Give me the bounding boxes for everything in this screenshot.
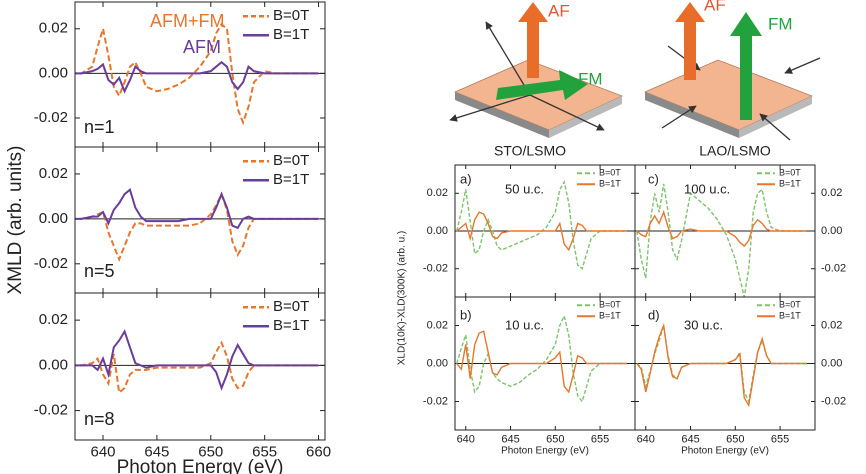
y-tick-label: 0.02 (821, 187, 842, 199)
annotation: 10 u.c. (505, 317, 544, 332)
y-axis-label: XLD(10K)-XLD(300K) (arb. u.) (397, 231, 408, 366)
fm-label: FM (768, 14, 793, 33)
y-tick-label: 0.00 (427, 357, 448, 369)
y-tick-label: 0.00 (427, 225, 448, 237)
y-tick-label: 0.00 (821, 357, 842, 369)
series-line (636, 183, 807, 297)
legend-label: B=0T (273, 298, 309, 315)
panel: -0.02 0.00 0.02 640 645 650 655 B=0TB=1T d) 30 u.… (634, 296, 846, 457)
legend-label: B=0T (779, 168, 801, 178)
legend-label: B=0T (599, 300, 621, 310)
legend-label: B=0T (599, 168, 621, 178)
y-tick-label: 0.00 (39, 64, 68, 81)
legend-label: B=1T (599, 311, 621, 321)
y-tick-label: 0.02 (427, 187, 448, 199)
series-line (456, 313, 627, 404)
panel: -0.02 0.00 0.02 B=0T B=1T AFM+FM AFM n=1 (34, 1, 326, 148)
x-tick-label: 655 (591, 433, 609, 445)
panel: -0.02 0.00 0.02 B=0T B=1T n=5 XMLD (arb. units… (5, 146, 326, 295)
y-tick-label: 0.02 (427, 319, 448, 331)
diagram-caption: STO/LSMO (494, 143, 566, 159)
series-line (456, 330, 627, 394)
panel: -0.02 0.00 0.02 B=0TB=1T c) 100 u.c. (634, 164, 846, 298)
x-tick-label: 640 (91, 444, 116, 461)
panel: -0.02 0.00 0.02 B=0TB=1T a) 50 u.c. (423, 164, 636, 298)
annotation: c) (648, 171, 659, 186)
y-tick-label: -0.02 (423, 395, 448, 407)
annotation: n=1 (84, 117, 115, 137)
legend-label: B=0T (779, 300, 801, 310)
panel-frame (634, 296, 816, 431)
series-line (75, 60, 319, 94)
series-line (636, 209, 807, 248)
panel-frame (74, 292, 326, 441)
x-axis-label: Photon Energy (eV) (681, 446, 769, 457)
annotation: AFM+FM (150, 11, 225, 31)
x-tick-label: 640 (457, 433, 475, 445)
legend-label: B=0T (273, 152, 309, 169)
y-tick-label: -0.02 (34, 255, 68, 272)
legend-label: B=1T (273, 317, 309, 334)
series-line (75, 340, 319, 395)
legend-label: B=1T (779, 311, 801, 321)
legend-label: B=1T (273, 171, 309, 188)
x-tick-label: 650 (546, 433, 564, 445)
lao-diagram: AF FM LAO/LSMO (643, 0, 821, 159)
x-tick-label: 655 (771, 433, 789, 445)
x-tick-label: 645 (501, 433, 519, 445)
annotation: n=8 (84, 409, 115, 429)
diagram-caption: LAO/LSMO (699, 143, 771, 159)
legend-label: B=1T (273, 26, 309, 43)
x-tick-label: 650 (198, 444, 223, 461)
y-tick-label: -0.02 (423, 263, 448, 275)
series-line (75, 22, 319, 126)
x-tick-label: 660 (306, 444, 331, 461)
series-line (456, 211, 627, 252)
y-tick-label: -0.02 (34, 109, 68, 126)
y-tick-label: -0.02 (821, 395, 846, 407)
x-axis-label: Photon Energy (eV) (117, 457, 284, 474)
panel: -0.02 0.00 0.02 640 645 650 655 660 B=0T B=1T n=8 P… (34, 292, 331, 474)
legend-label: B=1T (599, 179, 621, 189)
annotation: n=5 (84, 261, 115, 281)
panel: -0.02 0.00 0.02 640 645 650 655 B=0TB=1T b) 10 u.… (397, 231, 636, 457)
y-tick-label: 0.02 (39, 311, 68, 328)
annotation: 30 u.c. (684, 317, 723, 332)
series-line (456, 180, 627, 270)
y-tick-label: 0.02 (39, 165, 68, 182)
x-tick-label: 645 (144, 444, 169, 461)
annotation: 100 u.c. (684, 181, 730, 196)
af-label: AF (704, 0, 726, 14)
series-line (75, 329, 319, 391)
sto-diagram: AF FM STO/LSMO (449, 1, 624, 159)
y-tick-label: 0.00 (39, 210, 68, 227)
annotation: d) (648, 307, 660, 322)
x-tick-label: 650 (726, 433, 744, 445)
x-tick-label: 655 (252, 444, 277, 461)
legend-label: B=0T (273, 7, 309, 24)
y-tick-label: 0.02 (821, 319, 842, 331)
annotation: AFM (183, 37, 221, 57)
legend-label: B=1T (779, 179, 801, 189)
y-tick-label: 0.00 (821, 225, 842, 237)
y-tick-label: 0.02 (39, 20, 68, 37)
annotation: b) (460, 307, 472, 322)
annotation: a) (460, 171, 472, 186)
y-axis-label: XMLD (arb. units) (5, 146, 26, 295)
y-tick-label: -0.02 (34, 402, 68, 419)
x-tick-label: 645 (681, 433, 699, 445)
af-label: AF (548, 1, 570, 20)
series-line (75, 191, 319, 263)
x-tick-label: 640 (637, 433, 655, 445)
series-line (75, 187, 319, 230)
y-tick-label: 0.00 (39, 356, 68, 373)
annotation: 50 u.c. (505, 181, 544, 196)
series-line (636, 322, 807, 408)
y-tick-label: -0.02 (821, 263, 846, 275)
x-axis-label: Photon Energy (eV) (501, 446, 589, 457)
fm-label: FM (578, 69, 603, 88)
